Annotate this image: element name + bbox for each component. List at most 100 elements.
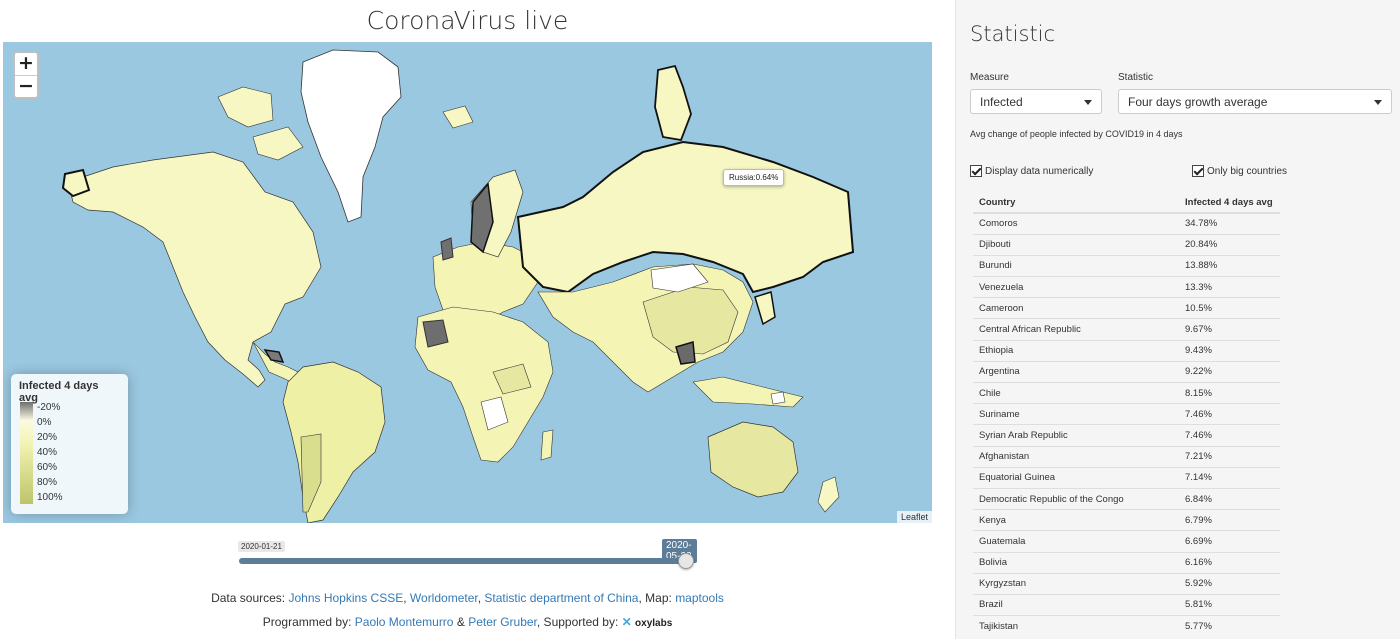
legend-title: Infected 4 days avg (19, 380, 99, 404)
table-row: Ethiopia 9.43% (973, 339, 1280, 362)
legend-label: 0% (37, 417, 52, 428)
link-author-paolo[interactable]: Paolo Montemurro (354, 615, 454, 629)
map-legend: Infected 4 days avg -20% 0% 20% 40% 60% … (11, 374, 128, 514)
north-america-shape (67, 151, 322, 388)
table-row: Guatemala 6.69% (973, 530, 1280, 552)
table-cell-country: Tajikistan (973, 615, 1179, 637)
statistic-value: Four days growth average (1128, 95, 1268, 109)
leaflet-attribution-link[interactable]: Leaflet (896, 511, 932, 523)
greenland-shape (300, 49, 402, 223)
table-cell-value: 7.21% (1179, 445, 1280, 468)
link-oxylabs[interactable]: oxylabs (635, 618, 673, 629)
table-cell-country: Djibouti (973, 233, 1179, 256)
slider-fill (239, 558, 693, 564)
measure-select[interactable]: Infected (970, 89, 1102, 114)
table-row: Venezuela 13.3% (973, 276, 1280, 298)
legend-label: 80% (37, 477, 58, 488)
table-row: Chile 8.15% (973, 381, 1280, 404)
table-cell-value: 5.92% (1179, 572, 1280, 595)
table-cell-value: 13.3% (1179, 276, 1280, 298)
table-cell-country: Cameroon (973, 297, 1179, 319)
slider-min-label: 2020-01-21 (238, 541, 285, 552)
table-cell-country: Syrian Arab Republic (973, 424, 1179, 447)
date-slider[interactable]: 2020-01-21 2020-05-22 (237, 539, 697, 579)
sidebar-title: Statistic (970, 22, 1056, 46)
legend-label: -20% (37, 402, 61, 413)
world-map[interactable]: + − Russia:0.64% Infected 4 days avg -20… (3, 42, 932, 523)
big-countries-checkbox[interactable]: Only big countries (1192, 165, 1287, 177)
link-author-peter[interactable]: Peter Gruber (468, 615, 537, 629)
table-cell-country: Afghanistan (973, 445, 1179, 468)
link-maptools[interactable]: maptools (675, 591, 724, 605)
australia-shape (707, 421, 799, 498)
statistics-table: Country Infected 4 days avg Comoros 34.78… (973, 193, 1280, 637)
credits-line: Programmed by: Paolo Montemurro & Peter … (0, 615, 935, 629)
legend-color-scale (20, 402, 33, 504)
checkbox-checked-icon[interactable] (1192, 165, 1204, 177)
table-row: Bolivia 6.16% (973, 551, 1280, 574)
table-cell-value: 5.77% (1179, 615, 1280, 637)
statistic-description: Avg change of people infected by COVID19… (970, 129, 1183, 139)
table-row: Kyrgyzstan 5.92% (973, 572, 1280, 595)
table-cell-value: 10.5% (1179, 297, 1280, 319)
south-america-shape (282, 361, 386, 523)
link-worldometer[interactable]: Worldometer (409, 591, 478, 605)
table-cell-value: 6.79% (1179, 509, 1280, 531)
chevron-down-icon (1084, 100, 1092, 105)
checkbox-label: Only big countries (1207, 165, 1288, 177)
main-panel: CoronaVirus live (0, 6, 935, 629)
china-shape (642, 286, 739, 355)
table-cell-value: 7.14% (1179, 466, 1280, 489)
table-row: Equatorial Guinea 7.14% (973, 466, 1280, 489)
page-title: CoronaVirus live (366, 6, 569, 35)
table-row: Burundi 13.88% (973, 254, 1280, 277)
oxylabs-logo-icon: ✕ (621, 615, 632, 629)
table-cell-value: 6.16% (1179, 551, 1280, 574)
table-row: Afghanistan 7.21% (973, 445, 1280, 468)
ampersand: & (456, 615, 465, 629)
table-header-row: Country Infected 4 days avg (973, 193, 1280, 214)
southeast-asia-islands (692, 376, 804, 408)
table-cell-country: Kenya (973, 509, 1179, 531)
column-header-country[interactable]: Country (973, 193, 1179, 214)
table-cell-country: Comoros (973, 212, 1179, 235)
table-cell-country: Venezuela (973, 276, 1179, 298)
table-cell-value: 9.43% (1179, 339, 1280, 362)
arctic-islands (217, 86, 274, 128)
zoom-out-button[interactable]: − (15, 75, 37, 97)
table-row: Brazil 5.81% (973, 593, 1280, 616)
map-tooltip: Russia:0.64% (723, 169, 785, 186)
table-cell-value: 7.46% (1179, 403, 1280, 425)
checkbox-label: Display data numerically (985, 165, 1094, 177)
table-row: Democratic Republic of the Congo 6.84% (973, 487, 1280, 510)
table-row: Kenya 6.79% (973, 509, 1280, 531)
table-cell-value: 6.84% (1179, 487, 1280, 510)
link-china-statistics[interactable]: Statistic department of China (484, 591, 639, 605)
table-row: Suriname 7.46% (973, 403, 1280, 425)
zoom-in-button[interactable]: + (18, 52, 34, 74)
supported-prefix: , Supported by: (536, 615, 619, 629)
table-row: Cameroon 10.5% (973, 297, 1280, 319)
statistic-select[interactable]: Four days growth average (1118, 89, 1392, 114)
table-row: Djibouti 20.84% (973, 233, 1280, 256)
table-cell-value: 13.88% (1179, 254, 1280, 277)
table-row: Argentina 9.22% (973, 360, 1280, 383)
africa-shape (414, 306, 554, 463)
display-numeric-checkbox[interactable]: Display data numerically (970, 165, 1093, 177)
table-cell-country: Democratic Republic of the Congo (973, 487, 1179, 510)
separator: , (403, 591, 407, 605)
legend-label: 20% (37, 432, 58, 443)
slider-handle[interactable] (678, 553, 694, 569)
table-cell-value: 34.78% (1179, 212, 1280, 235)
link-johns-hopkins[interactable]: Johns Hopkins CSSE (288, 591, 404, 605)
table-cell-country: Kyrgyzstan (973, 572, 1179, 595)
table-cell-country: Chile (973, 381, 1179, 404)
table-cell-country: Suriname (973, 403, 1179, 425)
column-header-value[interactable]: Infected 4 days avg (1179, 193, 1280, 214)
table-cell-country: Brazil (973, 593, 1179, 616)
checkbox-checked-icon[interactable] (970, 165, 982, 177)
table-cell-value: 6.69% (1179, 530, 1280, 552)
map-prefix: , Map: (638, 591, 672, 605)
zoom-control: + − (13, 51, 39, 99)
table-cell-value: 7.46% (1179, 424, 1280, 447)
